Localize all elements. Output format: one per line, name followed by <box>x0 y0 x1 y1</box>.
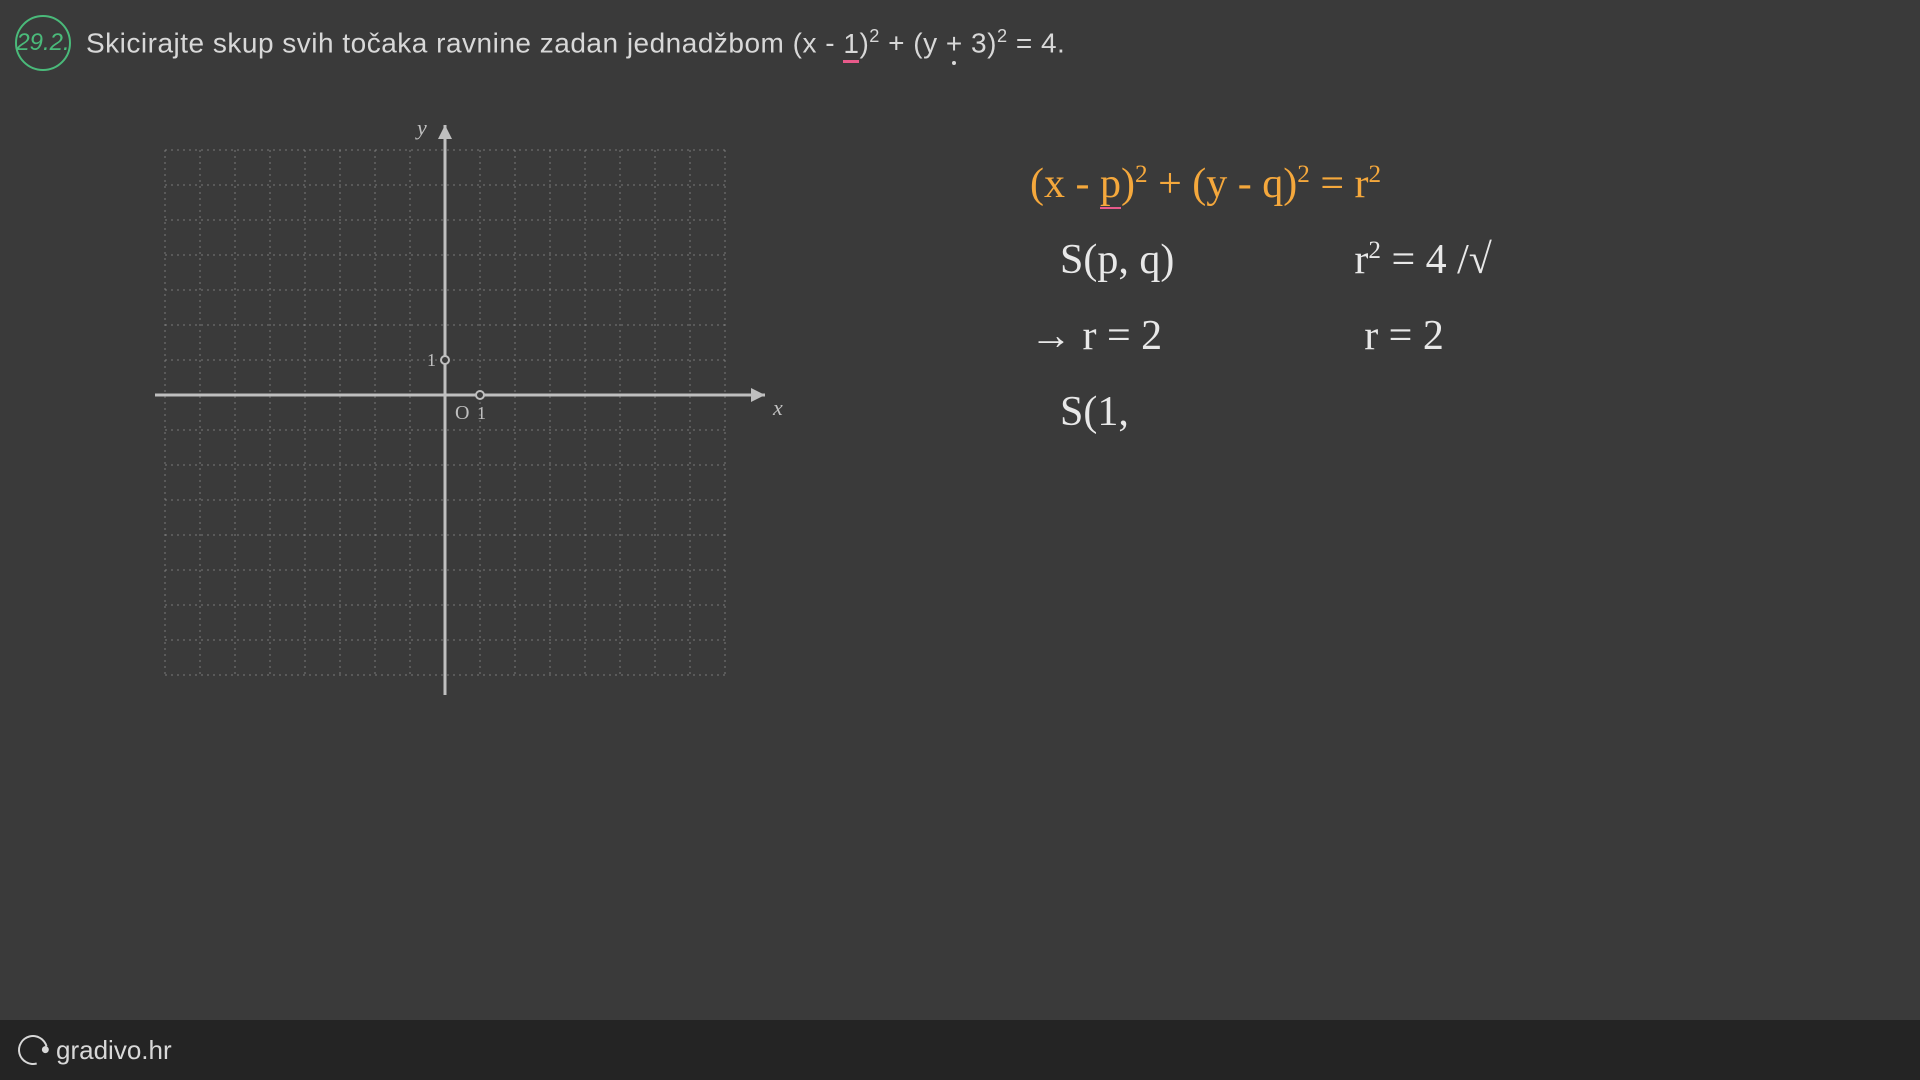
r-value: r = 2 <box>1364 312 1444 360</box>
handwritten-annotations: (x - p)2 + (y - q)2 = r2 S(p, q) r2 = 4 … <box>1030 160 1630 464</box>
brand-logo: gradivo.hr <box>18 1035 172 1066</box>
problem-prefix: Skicirajte skup svih točaka ravnine zada… <box>86 28 843 59</box>
circle-formula: (x - p)2 + (y - q)2 = r2 <box>1030 160 1630 208</box>
brand-icon <box>13 1030 54 1071</box>
header: 29.2. Skicirajte skup svih točaka ravnin… <box>15 15 1065 71</box>
brand-text: gradivo.hr <box>56 1035 172 1066</box>
svg-text:y: y <box>415 120 427 140</box>
problem-mid1: ) <box>859 28 869 59</box>
sup1: 2 <box>869 26 880 46</box>
r-arrow: → r = 2 <box>1030 312 1162 360</box>
svg-text:1: 1 <box>427 350 436 370</box>
problem-mid3: 3) <box>963 28 997 59</box>
center-partial: S(1, <box>1060 388 1630 436</box>
underlined-1: 1 <box>843 28 859 63</box>
sup2: 2 <box>997 26 1008 46</box>
problem-end: = 4. <box>1008 28 1066 59</box>
footer: gradivo.hr <box>0 1020 1920 1080</box>
problem-mid2: + (y <box>880 28 946 59</box>
svg-text:O: O <box>455 402 469 424</box>
coordinate-graph: xyO11 <box>155 120 915 820</box>
graph-svg: xyO11 <box>155 120 915 820</box>
dot-plus: + <box>946 28 963 59</box>
problem-badge: 29.2. <box>15 15 71 71</box>
r-squared: r2 = 4 /√ <box>1354 236 1492 284</box>
center-generic: S(p, q) <box>1060 236 1174 284</box>
svg-text:1: 1 <box>477 403 486 423</box>
svg-text:x: x <box>772 395 783 420</box>
problem-text: Skicirajte skup svih točaka ravnine zada… <box>86 26 1065 59</box>
